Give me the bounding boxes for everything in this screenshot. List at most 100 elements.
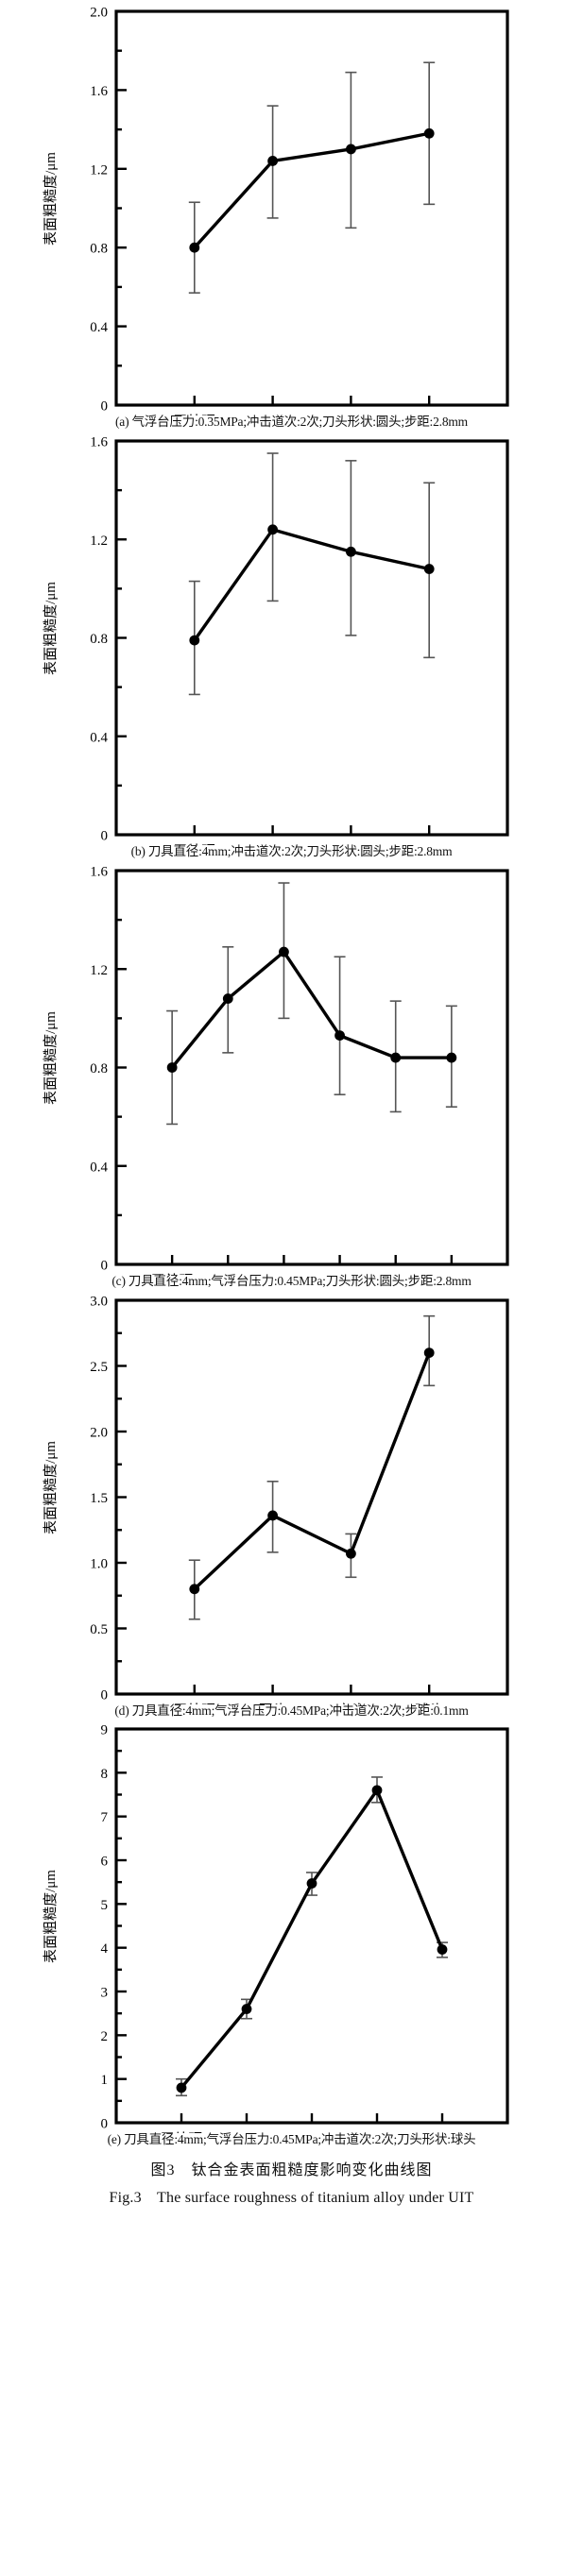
data-point: [189, 242, 200, 253]
chart-d: 00.51.01.52.02.53.0无处理圆头方头球头刀头形状表面粗糙度/μm: [0, 1289, 583, 1704]
data-line: [180, 1788, 444, 2090]
data-point: [222, 992, 233, 1004]
y-tick-label: 2.5: [90, 1360, 108, 1375]
chart-panel-c: 00.40.81.21.6无处理246810冲击道次/次表面粗糙度/μm (c)…: [0, 859, 583, 1289]
x-tick-label: 0.4: [434, 2132, 452, 2133]
data-point: [189, 1583, 200, 1594]
chart-plot-d: 00.51.01.52.02.53.0无处理圆头方头球头刀头形状表面粗糙度/μm: [43, 1294, 509, 1704]
y-tick-label: 2.0: [90, 1425, 108, 1440]
data-point: [306, 1878, 317, 1890]
chart-panel-d: 00.51.01.52.02.53.0无处理圆头方头球头刀头形状表面粗糙度/μm…: [0, 1289, 583, 1719]
y-tick-label: 0: [101, 1258, 109, 1273]
plot-frame: [114, 439, 509, 837]
chart-panel-b: 00.40.81.21.6无处理0.350.400.45气浮台压力/MPa表面粗…: [0, 430, 583, 859]
chart-e: 0123456789无处理0.10.20.30.4步距/mm表面粗糙度/μm: [0, 1718, 583, 2133]
data-point: [390, 1052, 402, 1063]
y-tick-label: 0.5: [90, 1622, 108, 1637]
chart-plot-c: 00.40.81.21.6无处理246810冲击道次/次表面粗糙度/μm: [43, 864, 509, 1275]
y-axis-title: 表面粗糙度/μm: [43, 582, 59, 675]
x-tick-label: 0.40: [338, 844, 363, 845]
y-tick-label: 1.5: [90, 1491, 108, 1506]
y-tick-label: 1.6: [90, 84, 108, 99]
x-tick-label: 0.2: [303, 2132, 321, 2133]
y-tick-label: 1.2: [90, 162, 108, 178]
subcaption-d: (d) 刀具直径:4mm;气浮台压力:0.45MPa;冲击道次:2次;步距:0.…: [114, 1703, 469, 1718]
chart-panel-e: 0123456789无处理0.10.20.30.4步距/mm表面粗糙度/μm (…: [0, 1718, 583, 2147]
x-tick-label: 球头: [415, 1703, 443, 1704]
y-tick-label: 4: [101, 1942, 109, 1957]
plot-frame: [114, 1727, 509, 2125]
y-tick-label: 0: [101, 1687, 109, 1703]
x-tick-label: 0.3: [369, 2132, 386, 2133]
y-tick-label: 0.8: [90, 242, 108, 257]
data-line: [193, 1351, 431, 1590]
y-tick-label: 7: [101, 1811, 109, 1826]
data-point: [437, 1944, 448, 1956]
data-point: [423, 563, 435, 574]
data-point: [166, 1061, 178, 1073]
error-bar: [334, 956, 346, 1095]
data-point: [371, 1785, 383, 1796]
y-axis-title: 表面粗糙度/μm: [43, 1010, 59, 1104]
data-point: [267, 1510, 278, 1520]
y-tick-label: 0.4: [90, 730, 108, 745]
y-tick-label: 1.2: [90, 534, 108, 549]
data-point: [346, 546, 356, 557]
y-tick-label: 1.6: [90, 434, 108, 449]
data-point: [267, 524, 278, 535]
y-tick-label: 1: [101, 2074, 109, 2089]
y-tick-label: 1.6: [90, 864, 108, 879]
x-tick-label: 方头: [336, 1703, 365, 1704]
y-tick-label: 3.0: [90, 1294, 108, 1309]
subcaption-e: (e) 刀具直径:4mm;气浮台压力:0.45MPa;冲击道次:2次;刀头形状:…: [107, 2132, 476, 2147]
y-axis-title: 表面粗糙度/μm: [43, 152, 59, 246]
y-tick-label: 8: [101, 1767, 109, 1782]
x-tick-label: 0.1: [238, 2132, 256, 2133]
data-line: [193, 527, 430, 641]
plot-frame: [114, 1297, 509, 1696]
x-tick-label: 无处理: [151, 1273, 194, 1275]
chart-plot-a: 00.40.81.21.62.0无处理456刀具直径/mm表面粗糙度/μm: [43, 6, 509, 415]
x-tick-label: 无处理: [173, 414, 215, 415]
data-point: [279, 946, 289, 958]
subcaption-b: (b) 刀具直径:4mm;冲击道次:2次;刀头形状:圆头;步距:2.8mm: [130, 843, 453, 858]
chart-plot-e: 0123456789无处理0.10.20.30.4步距/mm表面粗糙度/μm: [43, 1723, 509, 2133]
chart-b: 00.40.81.21.6无处理0.350.400.45气浮台压力/MPa表面粗…: [0, 430, 583, 845]
x-tick-label: 无处理: [160, 2131, 202, 2133]
subcaption-c: (c) 刀具直径:4mm;气浮台压力:0.45MPa;刀头形状:圆头;步距:2.…: [111, 1273, 472, 1288]
data-point: [267, 156, 278, 166]
x-tick-label: 无处理: [173, 1703, 215, 1704]
y-tick-label: 3: [101, 1986, 109, 2001]
data-point: [346, 144, 356, 155]
figure-caption-cn: 图3 钛合金表面粗糙度影响变化曲线图: [150, 2162, 433, 2179]
y-tick-label: 0.4: [90, 320, 108, 335]
x-tick-label: 0.35: [260, 844, 284, 845]
data-line: [170, 949, 452, 1069]
data-point: [189, 635, 200, 646]
y-tick-label: 1.0: [90, 1556, 108, 1571]
chart-a: 00.40.81.21.62.0无处理456刀具直径/mm表面粗糙度/μm: [0, 0, 583, 415]
y-tick-label: 0.8: [90, 1061, 108, 1076]
y-tick-label: 6: [101, 1855, 109, 1870]
y-axis-title: 表面粗糙度/μm: [43, 1440, 59, 1534]
chart-plot-b: 00.40.81.21.6无处理0.350.400.45气浮台压力/MPa表面粗…: [43, 434, 509, 845]
y-tick-label: 5: [101, 1898, 109, 1913]
y-tick-label: 0.8: [90, 632, 108, 647]
y-tick-label: 2: [101, 2029, 109, 2044]
y-tick-label: 0: [101, 828, 109, 843]
y-tick-label: 0: [101, 2117, 109, 2132]
subcaption-a: (a) 气浮台压力:0.35MPa;冲击道次:2次;刀头形状:圆头;步距:2.8…: [115, 415, 468, 429]
x-tick-label: 圆头: [259, 1703, 287, 1704]
data-point: [334, 1029, 345, 1041]
y-axis-title: 表面粗糙度/μm: [43, 1870, 59, 1963]
data-point: [423, 1347, 435, 1358]
y-tick-label: 0: [101, 399, 109, 415]
x-tick-label: 无处理: [173, 843, 215, 845]
data-point: [423, 127, 435, 139]
x-tick-label: 8: [392, 1274, 400, 1275]
data-point: [446, 1052, 457, 1063]
plot-frame: [114, 9, 509, 407]
y-tick-label: 2.0: [90, 6, 108, 21]
y-tick-label: 1.2: [90, 962, 108, 977]
